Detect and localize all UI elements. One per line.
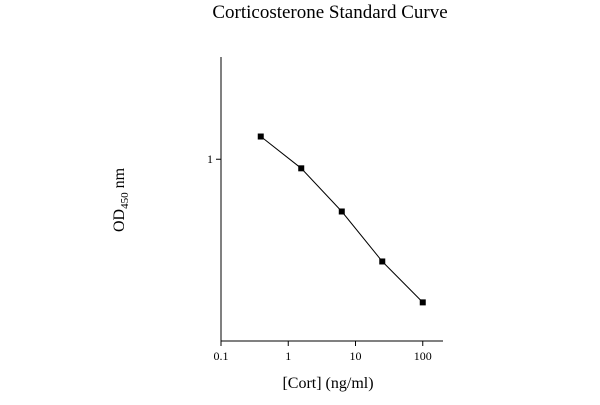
x-tick-label: 100 [414,349,432,363]
x-axis-label: [Cort] (ng/ml) [282,375,373,392]
axes [220,57,443,342]
y-axis-label: OD450 nm [111,167,131,232]
data-point-marker [298,165,305,172]
series-line [260,136,424,303]
data-point-marker [338,208,345,215]
ticks: 0.1 1 10 100 1 [207,152,432,363]
y-tick-label: 1 [207,152,213,166]
x-tick-label: 10 [350,349,362,363]
series-layer [257,133,426,306]
x-tick-label: 1 [285,349,291,363]
y-axis-label-prefix: OD [111,209,128,232]
data-point-marker [419,299,426,306]
y-axis-label-subscript: 450 [119,192,131,209]
y-axis-label-suffix: nm [111,167,128,192]
data-point-marker [257,133,264,140]
data-point-marker [379,258,386,265]
x-tick-label: 0.1 [214,349,229,363]
chart-title: Corticosterone Standard Curve [212,2,447,23]
